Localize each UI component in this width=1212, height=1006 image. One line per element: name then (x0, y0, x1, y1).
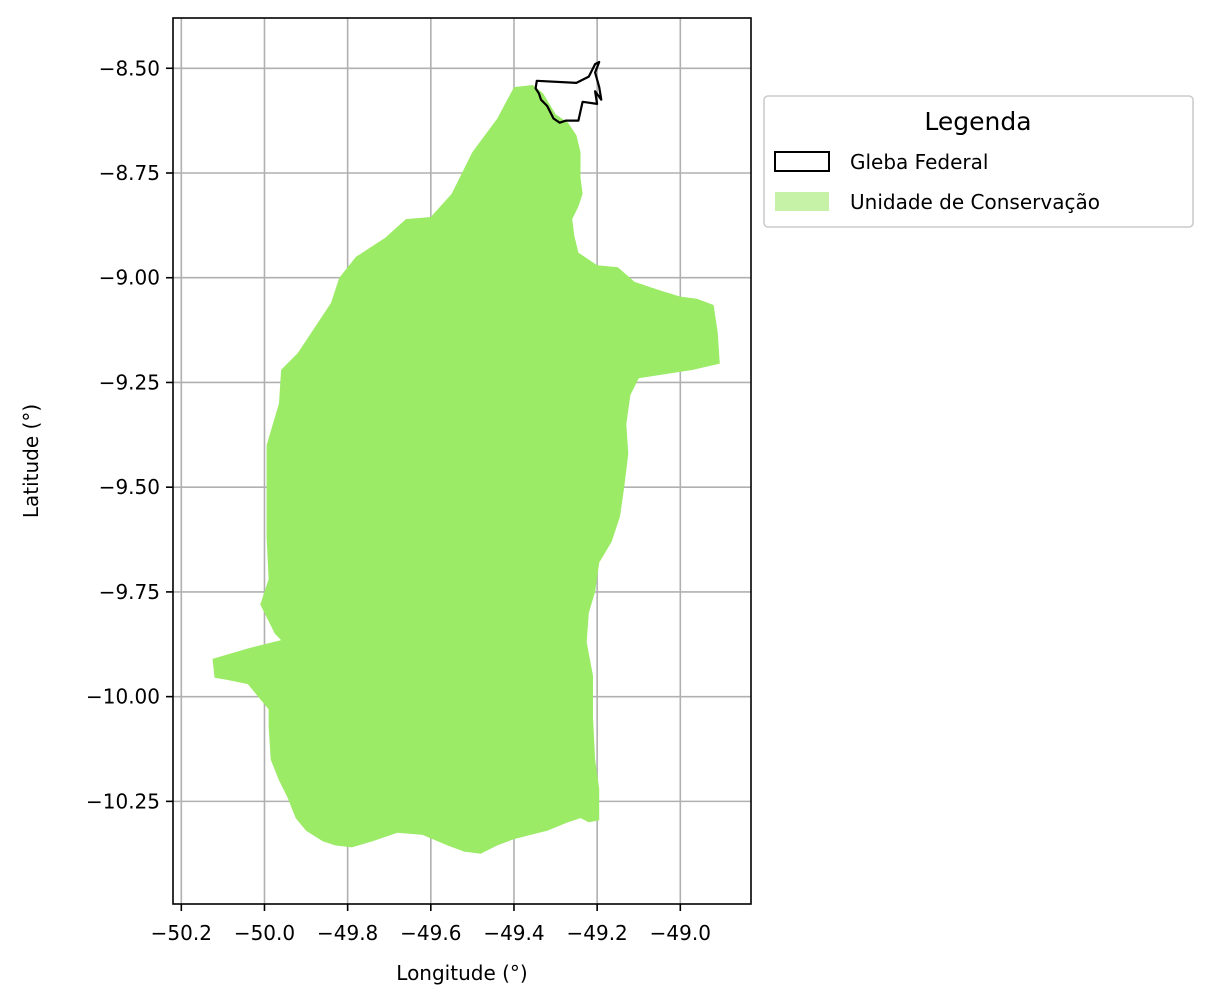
x-tick-label: −49.4 (483, 921, 544, 945)
legend-label-unidade-de-conservacao: Unidade de Conservação (850, 190, 1100, 214)
legend: Legenda Gleba Federal Unidade de Conserv… (763, 95, 1194, 228)
map-layers (212, 60, 720, 854)
y-tick-label: −9.25 (99, 370, 160, 394)
y-tick-label: −9.00 (99, 266, 160, 290)
x-tick-label: −50.2 (151, 921, 212, 945)
x-tick-label: −49.8 (317, 921, 378, 945)
y-tick-label: −9.75 (99, 580, 160, 604)
plot-frame (172, 17, 752, 905)
x-tick-label: −49.2 (566, 921, 627, 945)
legend-frame (763, 95, 1194, 228)
polygon-gleba-federal (534, 60, 603, 124)
legend-title: Legenda (924, 107, 1031, 136)
axis-ticks: −50.2 −50.0 −49.8 −49.6 −49.4 −49.2 −49.0 −8.50… (86, 56, 711, 945)
y-tick-label: −8.75 (99, 161, 160, 185)
y-tick-label: −10.25 (86, 789, 160, 813)
x-axis-label: Longitude (°) (396, 961, 527, 985)
x-tick-label: −49.6 (400, 921, 461, 945)
legend-swatch-gleba-federal (774, 151, 830, 172)
y-tick-label: −10.00 (86, 685, 160, 709)
x-tick-label: −50.0 (234, 921, 295, 945)
y-axis-label: Latitude (°) (19, 404, 43, 518)
legend-label-gleba-federal: Gleba Federal (850, 150, 988, 174)
y-tick-label: −9.50 (99, 475, 160, 499)
polygon-unidade-de-conservacao (212, 85, 720, 854)
legend-swatch-unidade-de-conservacao (775, 192, 829, 211)
x-tick-label: −49.0 (650, 921, 711, 945)
y-tick-label: −8.50 (99, 56, 160, 80)
